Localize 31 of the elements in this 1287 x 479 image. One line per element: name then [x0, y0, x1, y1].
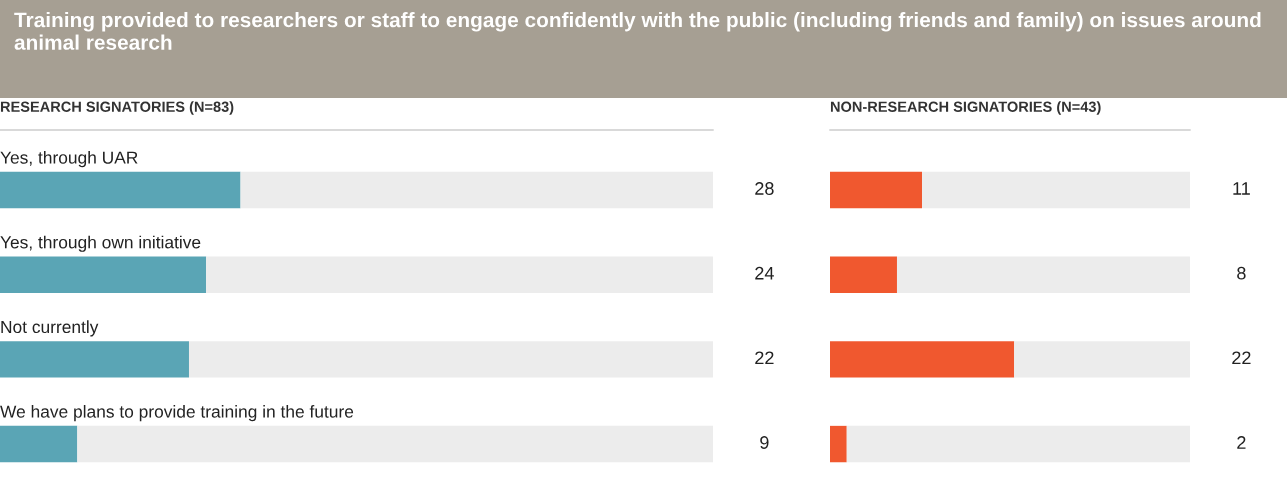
bar [77, 425, 713, 463]
bar [830, 425, 847, 463]
data-label: 9 [760, 436, 769, 449]
data-label: 2 [1237, 436, 1246, 449]
bar [830, 171, 923, 209]
bar [830, 341, 1015, 378]
data-label: 28 [755, 182, 774, 195]
bar [240, 171, 713, 209]
bar [830, 256, 897, 293]
data-label: 22 [1232, 351, 1251, 365]
bar [188, 341, 713, 378]
bar [0, 171, 241, 209]
data-label: 8 [1237, 266, 1246, 280]
bar [846, 425, 1190, 463]
y-tick-label: We have plans to provide training in the future [0, 405, 354, 422]
data-label: 11 [1233, 182, 1250, 195]
chart-subtitle: RESEARCH SIGNATORIES (N=83) [0, 101, 234, 115]
y-tick-label: Not currently [1, 320, 99, 337]
chart-subtitle: NON-RESEARCH SIGNATORIES (N=43) [830, 101, 1101, 115]
y-tick-label: Yes, through own initiative [0, 235, 201, 252]
bar [922, 171, 1190, 209]
bar [896, 256, 1190, 293]
chart-title: Training provided to researchers or staff to engage confidently with the public (including friends and family) on issues around animal research [14, 12, 1261, 50]
bar [0, 256, 207, 293]
bar [0, 425, 78, 463]
bar [0, 341, 189, 378]
bar [1014, 341, 1190, 378]
bar [206, 256, 713, 293]
data-label: 22 [755, 351, 774, 365]
data-label: 24 [755, 266, 774, 280]
y-tick-label: Yes, through UAR [0, 150, 138, 168]
